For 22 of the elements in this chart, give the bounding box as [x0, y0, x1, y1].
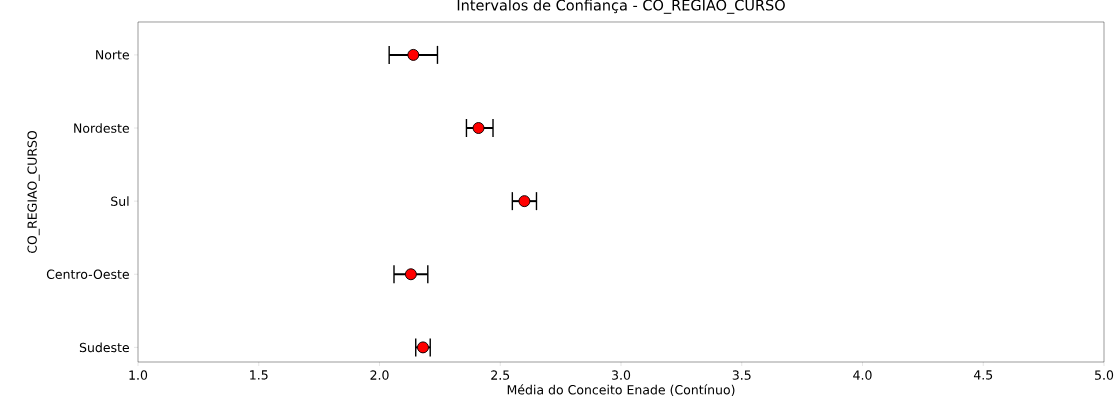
point — [417, 341, 429, 354]
x-tick-label: 2.0 — [370, 370, 389, 380]
point — [518, 195, 531, 208]
x-tick-label: 1.5 — [250, 370, 268, 380]
point — [404, 268, 417, 281]
x-tick-label: 1.0 — [129, 370, 148, 380]
chart-title: Intervalos de Confiança - CO_REGIAO_CURSO — [457, 0, 785, 14]
point — [407, 48, 420, 61]
x-tick-label: 2.5 — [491, 370, 510, 380]
x-tick-label: 4.5 — [973, 370, 993, 380]
y-axis-title: CO_REGIAO_CURSO — [27, 130, 40, 254]
y-tick-label: Centro-Oeste — [46, 269, 129, 279]
x-tick-label: 3.5 — [732, 370, 751, 380]
y-tick-label: Nordeste — [74, 123, 129, 133]
point — [472, 122, 485, 134]
y-tick-label: Sudeste — [79, 342, 129, 353]
x-axis-title: Média do Conceito Enade (Contínuo) — [507, 384, 735, 396]
x-tick-label: 4.0 — [853, 370, 872, 380]
x-tick-label: 5.0 — [1095, 370, 1114, 380]
x-tick-label: 3.0 — [612, 370, 631, 380]
y-tick-label: Sul — [111, 196, 129, 206]
y-tick-label: Norte — [96, 50, 129, 60]
